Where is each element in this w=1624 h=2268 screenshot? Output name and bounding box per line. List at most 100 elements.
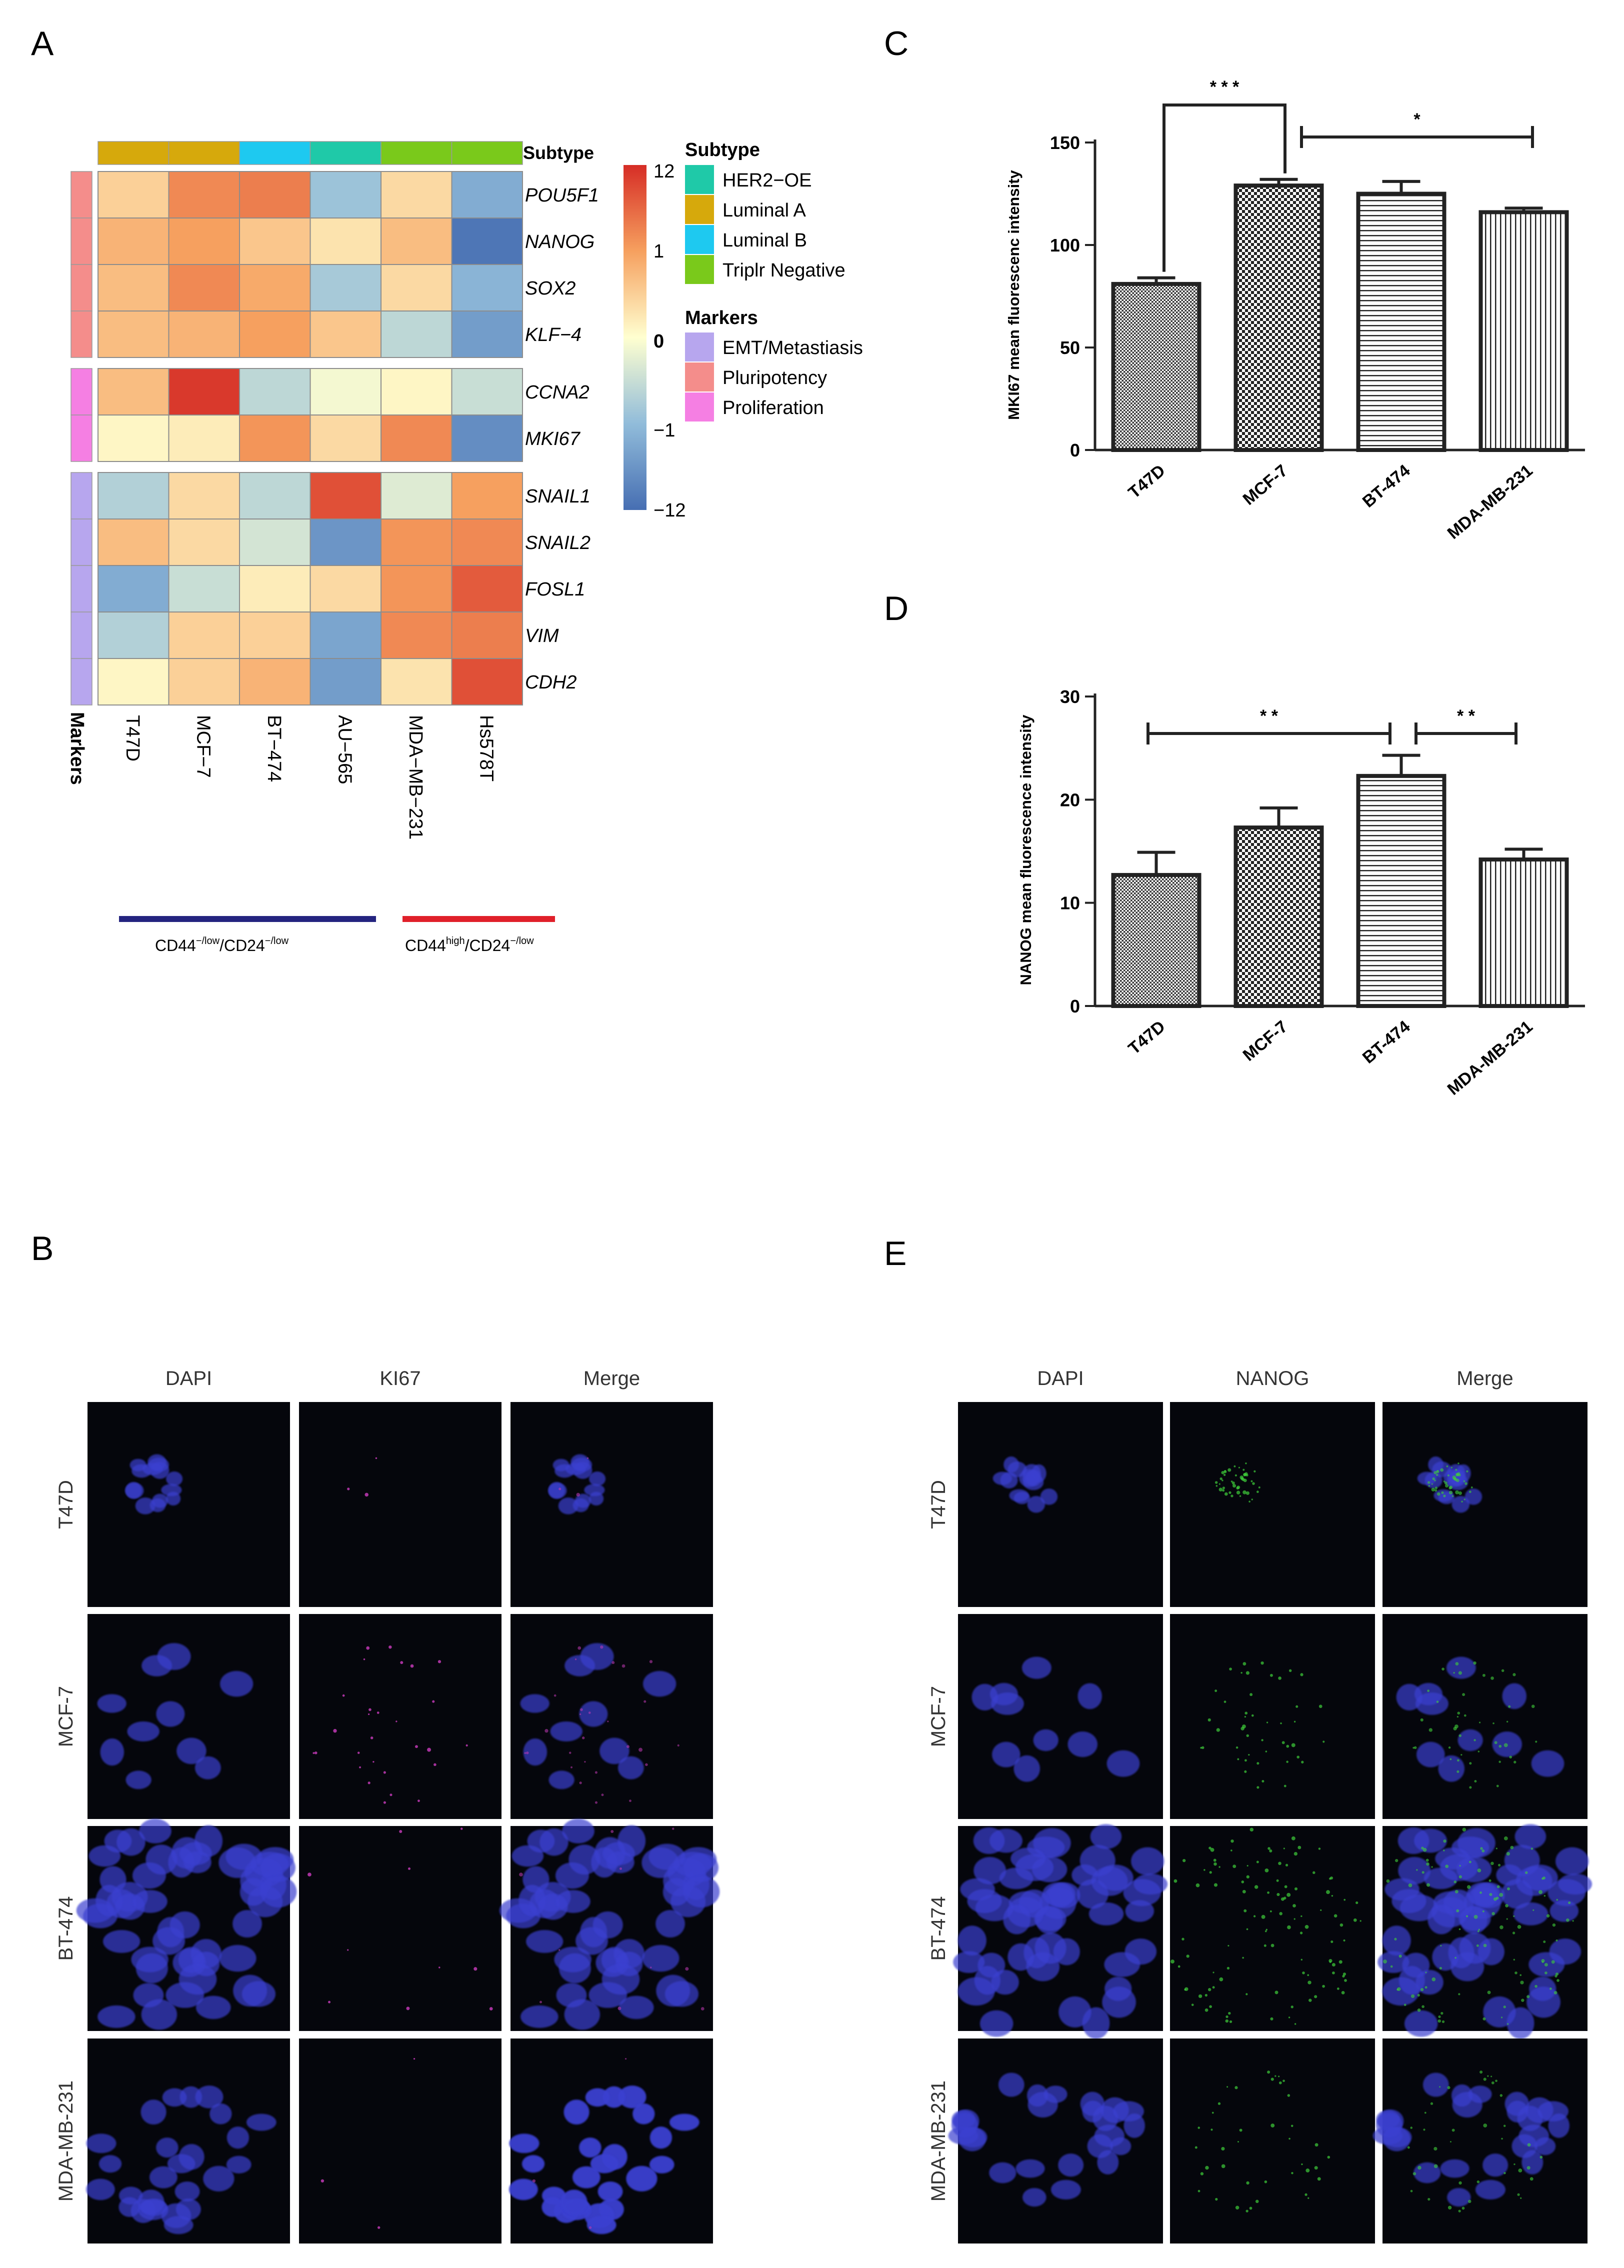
legend-label: Proliferation	[722, 398, 824, 418]
signal-speck	[1526, 2166, 1530, 2170]
micrograph-tile	[1382, 1402, 1588, 1607]
signal-speck	[1307, 1974, 1310, 1976]
signal-speck	[582, 1736, 585, 1740]
bar	[1356, 192, 1446, 452]
signal-speck	[1512, 1673, 1516, 1676]
signal-speck	[1329, 1961, 1332, 1963]
nucleus	[974, 1856, 1006, 1884]
nucleus	[1534, 2137, 1556, 2156]
signal-speck	[1288, 2016, 1290, 2018]
signal-speck	[1556, 1978, 1560, 1982]
signal-speck	[540, 2000, 542, 2004]
micrograph-background	[299, 1614, 502, 1819]
signal-speck	[1236, 1490, 1240, 1494]
signal-speck	[1487, 1990, 1491, 1994]
micrograph-background	[1382, 1614, 1588, 1819]
nucleus	[1110, 2137, 1132, 2156]
signal-speck	[1496, 1896, 1499, 1900]
legend-label: Luminal A	[722, 200, 806, 221]
heatmap-cell	[451, 368, 523, 416]
heatmap-cell	[98, 658, 170, 706]
significance-label: * *	[1457, 706, 1476, 726]
nucleus	[564, 1999, 600, 2030]
signal-speck	[368, 1782, 370, 1784]
legend-label: Pluripotency	[722, 368, 827, 388]
signal-speck	[1242, 1662, 1246, 1666]
heatmap-cell	[168, 264, 240, 312]
subtype-annotation-cell	[98, 141, 170, 165]
signal-speck	[1242, 1956, 1244, 1959]
signal-speck	[1270, 1674, 1273, 1677]
signal-speck	[1209, 2005, 1212, 2008]
micrograph-tile	[88, 1402, 290, 1607]
nucleus	[140, 2100, 166, 2124]
signal-speck	[1246, 1734, 1249, 1738]
nucleus	[1106, 1750, 1140, 1777]
gene-label: MKI67	[525, 428, 581, 450]
signal-speck	[1458, 1671, 1462, 1675]
signal-speck	[1213, 1858, 1216, 1862]
nucleus	[240, 1878, 267, 1906]
signal-speck	[1306, 2168, 1310, 2172]
heatmap-cell	[239, 218, 311, 265]
signal-speck	[1356, 1901, 1358, 1904]
nucleus	[618, 1756, 644, 1780]
micrograph-tile	[510, 1402, 713, 1607]
nucleus	[600, 1738, 630, 1764]
nucleus	[974, 1966, 1000, 1995]
signal-speck	[1549, 1988, 1552, 1990]
signal-speck	[1278, 1862, 1282, 1866]
subtype-annotation-cell	[451, 141, 523, 165]
signal-speck	[1301, 1760, 1304, 1764]
nucleus	[1124, 1938, 1157, 1965]
signal-speck	[1431, 1483, 1433, 1485]
nucleus	[523, 1738, 548, 1766]
nucleus	[579, 1701, 608, 1727]
signal-speck	[1238, 1466, 1240, 1468]
heatmap-cell	[239, 264, 311, 312]
signal-speck	[570, 1766, 572, 1768]
heatmap-cell	[98, 368, 170, 416]
panel-label-B: B	[31, 1230, 54, 1268]
signal-speck	[1443, 1839, 1446, 1843]
signal-speck	[594, 1771, 598, 1774]
heatmap-cell	[168, 171, 240, 218]
nucleus	[219, 1944, 256, 1972]
column-label: T47D	[122, 715, 143, 762]
micrograph-background	[1170, 1614, 1375, 1819]
signal-speck	[1218, 1483, 1220, 1485]
nucleus	[1514, 1824, 1546, 1849]
signal-speck	[466, 1744, 468, 1746]
group-label-part: CD44	[405, 936, 446, 954]
signal-speck	[1292, 1904, 1296, 1908]
signal-speck	[1464, 1482, 1468, 1485]
signal-speck	[438, 1660, 442, 1664]
signal-speck	[649, 1660, 653, 1664]
signal-speck	[1228, 2012, 1231, 2015]
signal-speck	[1452, 1476, 1456, 1480]
signal-speck	[610, 1830, 614, 1834]
nucleus	[632, 2103, 655, 2124]
nucleus	[648, 1844, 686, 1870]
signal-speck	[1438, 2019, 1442, 2023]
signal-speck	[1246, 1474, 1248, 1476]
micrograph-tile	[299, 1402, 502, 1607]
signal-speck	[526, 1751, 529, 1754]
micrograph-background	[510, 1402, 713, 1607]
signal-speck	[1458, 1993, 1460, 1996]
nucleus	[233, 1974, 268, 2007]
x-tick-label: BT-474	[1359, 461, 1414, 512]
signal-speck	[579, 1782, 582, 1784]
signal-speck	[1513, 1958, 1516, 1961]
signal-speck	[1221, 2146, 1225, 2151]
signal-speck	[1425, 1972, 1427, 1974]
micrograph-grid-B: DAPI KI67 Merge T47D MCF-7 BT-474 MDA-MB-231	[55, 1368, 720, 2248]
signal-speck	[1483, 1944, 1487, 1948]
signal-speck	[1500, 1925, 1504, 1930]
signal-speck	[1228, 1468, 1232, 1472]
signal-speck	[1186, 1954, 1190, 1958]
signal-speck	[1462, 1828, 1466, 1832]
signal-speck	[1228, 1491, 1232, 1494]
nucleus	[1028, 2092, 1058, 2118]
signal-speck	[1462, 2206, 1465, 2210]
